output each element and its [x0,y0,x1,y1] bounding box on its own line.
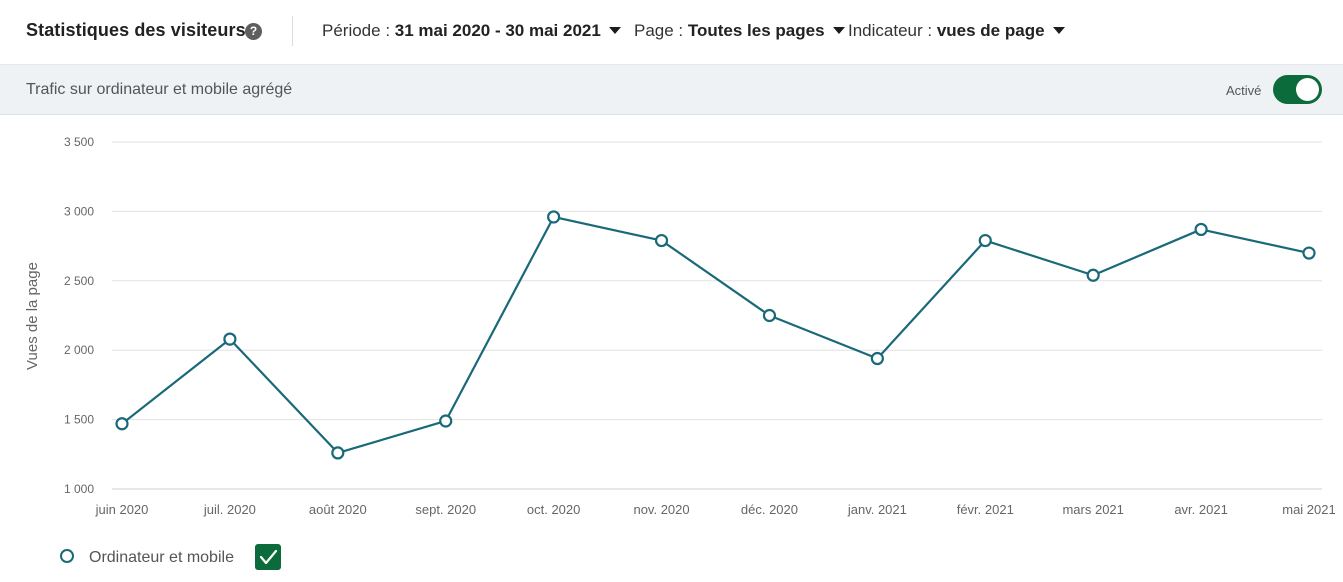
x-tick-label: avr. 2021 [1174,502,1228,517]
y-tick-label: 2 000 [64,343,94,357]
x-tick-label: janv. 2021 [847,502,907,517]
indicator-value: vues de page [936,21,1045,40]
x-tick-label: mars 2021 [1062,502,1123,517]
period-dropdown[interactable]: Période : 31 mai 2020 - 30 mai 2021 [322,21,621,41]
series-line [121,215,1310,455]
period-value: 31 mai 2020 - 30 mai 2021 [394,21,601,40]
data-point[interactable] [439,414,453,428]
data-point[interactable] [1194,222,1208,237]
page-value: Toutes les pages [687,21,825,40]
data-point[interactable] [1086,268,1100,282]
data-point[interactable] [654,233,669,248]
series-ordinateur-et-mobile [115,210,1316,460]
toggle-status-label: Activé [1226,83,1262,98]
aggregate-toggle[interactable] [1273,75,1322,104]
indicator-label: Indicateur : [848,21,937,40]
caret-down-icon [1052,27,1065,35]
y-tick-label: 2 500 [64,274,94,288]
y-tick-label: 1 500 [64,413,94,427]
data-point[interactable] [331,446,345,460]
page-title: Statistiques des visiteurs [26,20,246,40]
indicator-dropdown[interactable]: Indicateur : vues de page [848,21,1065,41]
page-dropdown[interactable]: Page : Toutes les pages [634,21,845,41]
x-tick-label: mai 2021 [1282,502,1335,517]
legend-marker-icon [60,549,74,563]
x-tick-label: juil. 2020 [203,502,256,517]
header-divider [292,16,293,46]
caret-down-icon [608,27,621,35]
data-point[interactable] [223,332,237,346]
checkmark-icon [259,549,278,565]
data-point[interactable] [978,233,992,248]
help-icon[interactable]: ? [245,23,262,40]
y-axis-ticks: 1 000 1 500 2 000 2 500 3 000 3 500 [64,135,94,496]
data-point[interactable] [870,351,884,366]
y-tick-label: 3 000 [64,204,94,218]
line-chart: 1 000 1 500 2 000 2 500 3 000 3 500 juin 2020… [24,135,1336,517]
data-point[interactable] [762,308,777,323]
y-axis-label: Vues de la page [24,262,41,370]
header-bar: Statistiques des visiteurs ? Période : 3… [0,0,1343,64]
x-tick-label: févr. 2021 [957,502,1014,517]
x-axis-ticks: juin 2020 juil. 2020 août 2020 sept. 2020 oc… [95,502,1336,517]
data-point[interactable] [547,210,561,224]
legend-checkbox[interactable] [255,544,281,570]
aggregate-traffic-bar: Trafic sur ordinateur et mobile agrégé A… [0,64,1343,115]
data-point[interactable] [1302,246,1316,260]
data-point[interactable] [115,417,129,431]
page-label: Page : [634,21,688,40]
x-tick-label: juin 2020 [95,502,149,517]
grid-lines [112,141,1322,490]
caret-down-icon [832,27,845,35]
x-tick-label: oct. 2020 [527,502,581,517]
aggregate-traffic-label: Trafic sur ordinateur et mobile agrégé [26,81,293,98]
x-tick-label: déc. 2020 [741,502,798,517]
y-tick-label: 3 500 [64,135,94,149]
period-label: Période : [322,21,395,40]
toggle-knob [1296,78,1319,101]
y-tick-label: 1 000 [64,482,94,496]
x-tick-label: sept. 2020 [415,502,476,517]
x-tick-label: nov. 2020 [633,502,689,517]
x-tick-label: août 2020 [309,502,367,517]
legend-series-label: Ordinateur et mobile [89,549,234,566]
